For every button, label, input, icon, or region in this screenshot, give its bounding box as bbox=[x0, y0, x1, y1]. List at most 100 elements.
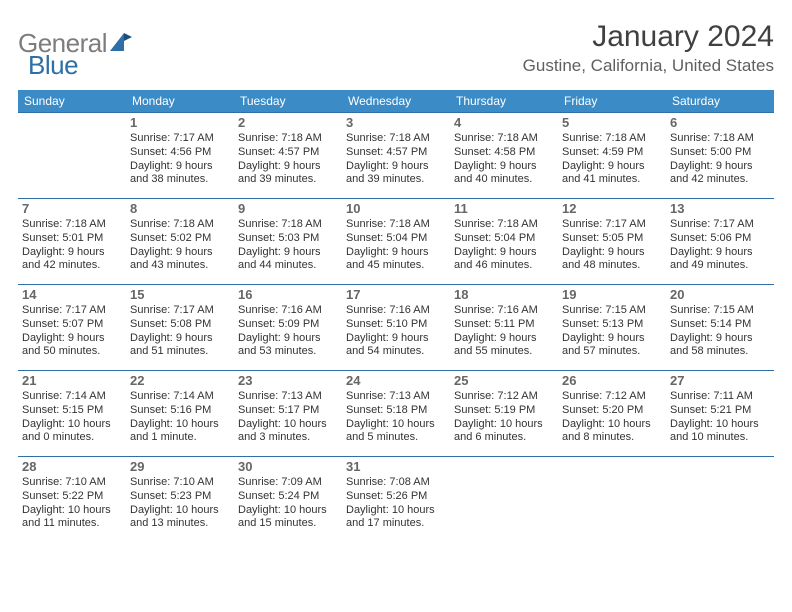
day-number: 16 bbox=[238, 287, 338, 302]
day-number: 3 bbox=[346, 115, 446, 130]
sunset-text: Sunset: 4:59 PM bbox=[562, 146, 662, 160]
sunrise-text: Sunrise: 7:18 AM bbox=[562, 132, 662, 146]
sunrise-text: Sunrise: 7:12 AM bbox=[454, 390, 554, 404]
brand-text-2: Blue bbox=[28, 50, 78, 80]
day-cell bbox=[450, 457, 558, 543]
week-row: 7Sunrise: 7:18 AMSunset: 5:01 PMDaylight… bbox=[18, 199, 774, 285]
day-cell bbox=[18, 113, 126, 199]
sunset-text: Sunset: 4:56 PM bbox=[130, 146, 230, 160]
sunset-text: Sunset: 5:14 PM bbox=[670, 318, 770, 332]
sunrise-text: Sunrise: 7:18 AM bbox=[130, 218, 230, 232]
sunset-text: Sunset: 5:19 PM bbox=[454, 404, 554, 418]
daylight-text: Daylight: 9 hours and 49 minutes. bbox=[670, 246, 770, 274]
day-header: Monday bbox=[126, 90, 234, 113]
day-number: 29 bbox=[130, 459, 230, 474]
day-number: 2 bbox=[238, 115, 338, 130]
day-cell: 24Sunrise: 7:13 AMSunset: 5:18 PMDayligh… bbox=[342, 371, 450, 457]
week-row: 21Sunrise: 7:14 AMSunset: 5:15 PMDayligh… bbox=[18, 371, 774, 457]
sunrise-text: Sunrise: 7:16 AM bbox=[346, 304, 446, 318]
day-cell: 10Sunrise: 7:18 AMSunset: 5:04 PMDayligh… bbox=[342, 199, 450, 285]
daylight-text: Daylight: 9 hours and 57 minutes. bbox=[562, 332, 662, 360]
day-number: 22 bbox=[130, 373, 230, 388]
sunset-text: Sunset: 4:57 PM bbox=[346, 146, 446, 160]
daylight-text: Daylight: 9 hours and 58 minutes. bbox=[670, 332, 770, 360]
day-header: Tuesday bbox=[234, 90, 342, 113]
sunrise-text: Sunrise: 7:08 AM bbox=[346, 476, 446, 490]
sunrise-text: Sunrise: 7:17 AM bbox=[130, 304, 230, 318]
daylight-text: Daylight: 9 hours and 43 minutes. bbox=[130, 246, 230, 274]
day-number: 1 bbox=[130, 115, 230, 130]
sunrise-text: Sunrise: 7:18 AM bbox=[670, 132, 770, 146]
week-row: 14Sunrise: 7:17 AMSunset: 5:07 PMDayligh… bbox=[18, 285, 774, 371]
daylight-text: Daylight: 9 hours and 51 minutes. bbox=[130, 332, 230, 360]
sunset-text: Sunset: 5:24 PM bbox=[238, 490, 338, 504]
sunrise-text: Sunrise: 7:10 AM bbox=[22, 476, 122, 490]
sunset-text: Sunset: 5:01 PM bbox=[22, 232, 122, 246]
week-row: 28Sunrise: 7:10 AMSunset: 5:22 PMDayligh… bbox=[18, 457, 774, 543]
daylight-text: Daylight: 10 hours and 1 minute. bbox=[130, 418, 230, 446]
day-cell bbox=[666, 457, 774, 543]
day-cell: 4Sunrise: 7:18 AMSunset: 4:58 PMDaylight… bbox=[450, 113, 558, 199]
sunset-text: Sunset: 5:06 PM bbox=[670, 232, 770, 246]
day-number: 9 bbox=[238, 201, 338, 216]
day-number: 4 bbox=[454, 115, 554, 130]
sunset-text: Sunset: 5:04 PM bbox=[346, 232, 446, 246]
daylight-text: Daylight: 9 hours and 53 minutes. bbox=[238, 332, 338, 360]
sunrise-text: Sunrise: 7:10 AM bbox=[130, 476, 230, 490]
sunset-text: Sunset: 5:08 PM bbox=[130, 318, 230, 332]
sunset-text: Sunset: 5:22 PM bbox=[22, 490, 122, 504]
day-cell: 16Sunrise: 7:16 AMSunset: 5:09 PMDayligh… bbox=[234, 285, 342, 371]
sunset-text: Sunset: 5:17 PM bbox=[238, 404, 338, 418]
daylight-text: Daylight: 9 hours and 54 minutes. bbox=[346, 332, 446, 360]
sunrise-text: Sunrise: 7:12 AM bbox=[562, 390, 662, 404]
sunset-text: Sunset: 5:15 PM bbox=[22, 404, 122, 418]
day-cell: 14Sunrise: 7:17 AMSunset: 5:07 PMDayligh… bbox=[18, 285, 126, 371]
header: General January 2024 Gustine, California… bbox=[18, 20, 774, 76]
day-number: 21 bbox=[22, 373, 122, 388]
daylight-text: Daylight: 10 hours and 11 minutes. bbox=[22, 504, 122, 532]
sunrise-text: Sunrise: 7:09 AM bbox=[238, 476, 338, 490]
day-cell: 17Sunrise: 7:16 AMSunset: 5:10 PMDayligh… bbox=[342, 285, 450, 371]
day-header: Friday bbox=[558, 90, 666, 113]
sunset-text: Sunset: 5:20 PM bbox=[562, 404, 662, 418]
daylight-text: Daylight: 10 hours and 13 minutes. bbox=[130, 504, 230, 532]
daylight-text: Daylight: 9 hours and 42 minutes. bbox=[670, 160, 770, 188]
sunset-text: Sunset: 5:09 PM bbox=[238, 318, 338, 332]
sunrise-text: Sunrise: 7:15 AM bbox=[562, 304, 662, 318]
daylight-text: Daylight: 10 hours and 8 minutes. bbox=[562, 418, 662, 446]
day-number: 12 bbox=[562, 201, 662, 216]
daylight-text: Daylight: 10 hours and 17 minutes. bbox=[346, 504, 446, 532]
day-cell: 2Sunrise: 7:18 AMSunset: 4:57 PMDaylight… bbox=[234, 113, 342, 199]
sunset-text: Sunset: 5:10 PM bbox=[346, 318, 446, 332]
day-number: 26 bbox=[562, 373, 662, 388]
day-cell: 3Sunrise: 7:18 AMSunset: 4:57 PMDaylight… bbox=[342, 113, 450, 199]
day-cell: 27Sunrise: 7:11 AMSunset: 5:21 PMDayligh… bbox=[666, 371, 774, 457]
day-cell: 15 Sunrise: 7:17 AMSunset: 5:08 PMDayligh… bbox=[126, 285, 234, 371]
day-number: 6 bbox=[670, 115, 770, 130]
sunrise-text: Sunrise: 7:18 AM bbox=[22, 218, 122, 232]
sunset-text: Sunset: 5:04 PM bbox=[454, 232, 554, 246]
sunrise-text: Sunrise: 7:18 AM bbox=[454, 132, 554, 146]
day-number: 18 bbox=[454, 287, 554, 302]
sunrise-text: Sunrise: 7:14 AM bbox=[22, 390, 122, 404]
sunset-text: Sunset: 5:00 PM bbox=[670, 146, 770, 160]
day-cell: 1 Sunrise: 7:17 AMSunset: 4:56 PMDaylight… bbox=[126, 113, 234, 199]
daylight-text: Daylight: 9 hours and 41 minutes. bbox=[562, 160, 662, 188]
day-number: 24 bbox=[346, 373, 446, 388]
day-number: 27 bbox=[670, 373, 770, 388]
daylight-text: Daylight: 9 hours and 50 minutes. bbox=[22, 332, 122, 360]
day-number: 30 bbox=[238, 459, 338, 474]
day-cell: 13Sunrise: 7:17 AMSunset: 5:06 PMDayligh… bbox=[666, 199, 774, 285]
sunrise-text: Sunrise: 7:17 AM bbox=[130, 132, 230, 146]
daylight-text: Daylight: 10 hours and 0 minutes. bbox=[22, 418, 122, 446]
day-cell: 31Sunrise: 7:08 AMSunset: 5:26 PMDayligh… bbox=[342, 457, 450, 543]
sunrise-text: Sunrise: 7:18 AM bbox=[346, 218, 446, 232]
day-cell: 12Sunrise: 7:17 AMSunset: 5:05 PMDayligh… bbox=[558, 199, 666, 285]
sunset-text: Sunset: 5:21 PM bbox=[670, 404, 770, 418]
daylight-text: Daylight: 9 hours and 38 minutes. bbox=[130, 160, 230, 188]
week-row: 1Sunrise: 7:17 AMSunset: 4:56 PMDaylight… bbox=[18, 113, 774, 199]
day-number: 15 bbox=[130, 287, 230, 302]
brand-mark-icon bbox=[110, 31, 132, 56]
day-cell: 5Sunrise: 7:18 AMSunset: 4:59 PMDaylight… bbox=[558, 113, 666, 199]
calendar-table: Sunday Monday Tuesday Wednesday Thursday… bbox=[18, 90, 774, 543]
